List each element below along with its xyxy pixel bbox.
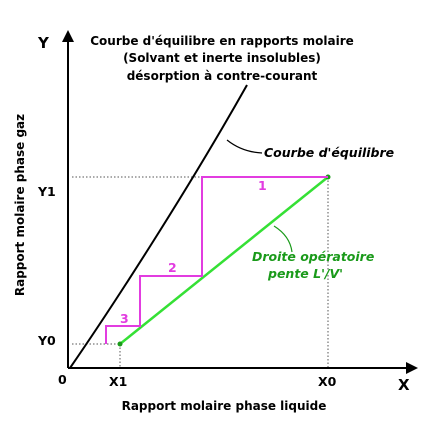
title-line-3: désorption à contre-courant [127,69,318,83]
operating-line [119,176,329,345]
x-axis-title: Rapport molaire phase liquide [122,399,327,413]
y-axis-title: Rapport molaire phase gaz [13,114,27,296]
title-line-2: (Solvant et inerte insolubles) [123,51,321,65]
origin-label: 0 [58,372,67,387]
operating-line-bottom-point [117,341,123,347]
operating-line-callout-line-2: pente L'/V' [267,266,343,281]
x0-tick-label: X0 [318,374,337,389]
stage-1-label: 1 [258,178,267,193]
y0-tick-label: Y0 [37,333,56,348]
x-axis-letter: X [398,376,410,394]
equilibrium-curve [69,84,248,369]
stage-2-label: 2 [168,260,177,275]
stage-steps [105,176,328,344]
y-axis-letter: Y [37,34,50,52]
stage-3-label: 3 [120,311,129,326]
equilibrium-callout-leader [226,139,263,154]
title-line-1: Courbe d'équilibre en rapports molaire [90,34,354,48]
x1-tick-label: X1 [109,374,127,389]
equilibrium-callout-label: Courbe d'équilibre [264,145,394,160]
operating-line-callout-leader [273,225,293,253]
operating-line-callout-line-1: Droite opératoire [252,249,374,264]
y1-tick-label: Y1 [37,184,56,199]
